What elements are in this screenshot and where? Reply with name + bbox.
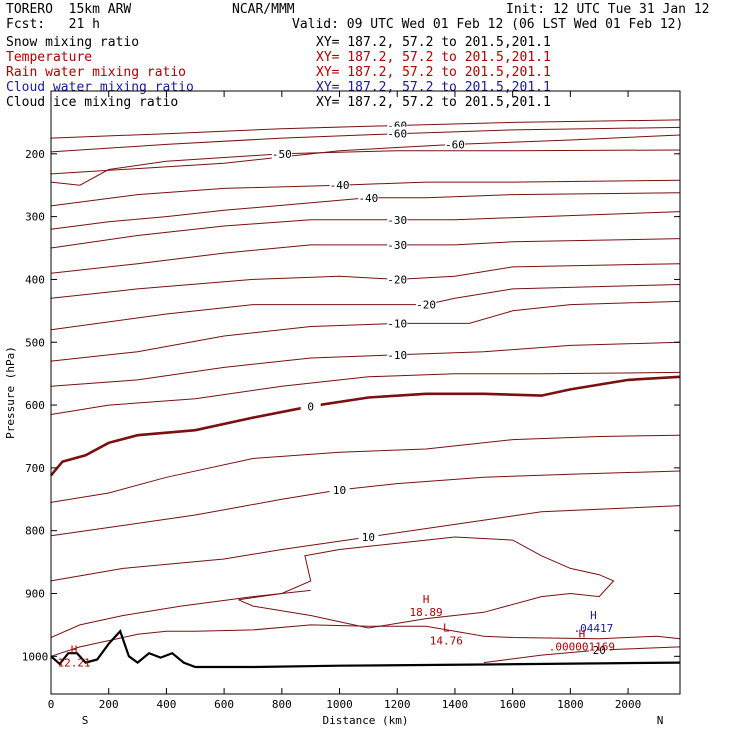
isotherm-label-bg: [387, 316, 408, 329]
x-tick-label: 400: [156, 698, 176, 711]
isotherm-label: -20: [387, 273, 407, 286]
x-tick-label: 1600: [499, 698, 526, 711]
isotherm-label: -30: [387, 214, 407, 227]
isotherm-label-bg: [271, 146, 292, 159]
x-tick-label: 1800: [557, 698, 584, 711]
isotherm-line: [50, 284, 681, 331]
valid-time: Valid: 09 UTC Wed 01 Feb 12 (06 LST Wed …: [292, 17, 684, 32]
isotherm-line: [50, 211, 681, 249]
isotherm-label-bg: [329, 178, 350, 191]
extremum-value: 18.89: [410, 606, 443, 619]
y-tick-label: 400: [25, 273, 45, 286]
isotherm-label-bg: [387, 237, 408, 250]
extremum-type: H: [71, 643, 78, 656]
isotherm-label: -10: [387, 317, 407, 330]
extremum-type: H: [590, 609, 597, 622]
isotherm-label-bg: [358, 190, 379, 203]
forecast-hour: Fcst: 21 h: [6, 17, 100, 32]
isotherm-label-bg: [416, 297, 437, 310]
field-name-rain: Rain water mixing ratio: [6, 65, 187, 80]
x-tick-label: 200: [99, 698, 119, 711]
x-tick-label: 1000: [326, 698, 353, 711]
field-name-temperature: Temperature: [6, 50, 93, 65]
isotherm-line: [483, 646, 681, 664]
field-xy-cloudice: XY= 187.2, 57.2 to 201.5,201.1: [316, 95, 551, 110]
isotherm-line: [50, 589, 311, 638]
plot-frame: [50, 90, 681, 695]
isotherm-line: [50, 470, 681, 537]
init-time: Init: 12 UTC Tue 31 Jan 12: [506, 2, 710, 17]
isotherm-label-bg: [329, 482, 350, 495]
isotherm-label: -20: [416, 299, 436, 312]
extremum-value: 14.76: [430, 634, 463, 647]
extremum-type: H: [423, 593, 430, 606]
isotherm-label-bg: [387, 272, 408, 285]
north-label: N: [657, 714, 664, 727]
extremum-value: .04417: [574, 622, 614, 635]
field-name-snow: Snow mixing ratio: [6, 35, 140, 50]
y-tick-label: 900: [25, 588, 45, 601]
y-tick-label: 800: [25, 525, 45, 538]
isotherm-line: [50, 371, 681, 415]
extremum-type: L: [443, 621, 450, 634]
isotherm-label-bg: [300, 399, 321, 412]
isotherm-label-bg: [387, 212, 408, 225]
x-tick-label: 1200: [384, 698, 411, 711]
south-label: S: [82, 714, 89, 727]
isotherm-label: -10: [387, 349, 407, 362]
x-axis-label: Distance (km): [322, 714, 408, 727]
model-title: TORERO 15km ARW: [6, 2, 132, 17]
x-tick-label: 600: [214, 698, 234, 711]
isotherm-line: [50, 192, 681, 230]
y-tick-label: 200: [25, 148, 45, 161]
isotherm-label-bg: [387, 347, 408, 360]
isotherm-line: [50, 119, 681, 139]
isotherm-label: 10: [333, 484, 346, 497]
y-tick-label: 1000: [22, 650, 49, 663]
mixing-ratio-contour: [238, 536, 615, 629]
field-xy-rain: XY= 187.2, 57.2 to 201.5,201.1: [316, 65, 551, 80]
isotherm-label: -50: [272, 148, 292, 161]
isotherm-line: [50, 238, 681, 274]
isotherm-label-bg: [589, 643, 610, 656]
x-tick-label: 0: [48, 698, 55, 711]
center-title: NCAR/MMM: [232, 2, 295, 17]
isotherm-label: 20: [593, 644, 606, 657]
y-tick-label: 500: [25, 336, 45, 349]
isotherm-label-bg: [358, 529, 379, 542]
isotherm-line: [50, 300, 681, 362]
isotherm-line: [50, 434, 681, 503]
isotherm-line: [50, 134, 681, 175]
extremum-value: 12.21: [58, 656, 91, 669]
isotherm-line: [50, 341, 681, 387]
isotherm-line: [50, 505, 681, 582]
isotherm-label: 10: [362, 531, 375, 544]
isotherm-label: -40: [330, 179, 350, 192]
y-tick-label: 600: [25, 399, 45, 412]
x-tick-label: 1400: [442, 698, 469, 711]
isotherm-label: -40: [358, 192, 378, 205]
field-xy-temperature: XY= 187.2, 57.2 to 201.5,201.1: [316, 50, 551, 65]
isotherm-line: [50, 263, 681, 299]
x-tick-label: 800: [272, 698, 292, 711]
isotherm-label: 0: [307, 400, 314, 413]
isotherm-line: [50, 126, 681, 153]
y-tick-label: 300: [25, 211, 45, 224]
extremum-type: H: [579, 628, 586, 641]
field-xy-snow: XY= 187.2, 57.2 to 201.5,201.1: [316, 35, 551, 50]
field-name-cloudice: Cloud ice mixing ratio: [6, 95, 179, 110]
isotherm-label: -60: [445, 138, 465, 151]
isotherm-label-bg: [387, 126, 408, 139]
terrain-line: [50, 629, 681, 669]
isotherm-label: -60: [387, 128, 407, 141]
isotherm-label: -30: [387, 239, 407, 252]
isotherm-line: [50, 375, 681, 477]
y-axis-label: Pressure (hPa): [4, 346, 17, 439]
x-tick-label: 2000: [615, 698, 642, 711]
extremum-value: .000001169: [549, 641, 615, 654]
y-tick-label: 700: [25, 462, 45, 475]
isotherm-line: [50, 149, 681, 186]
isotherm-label-bg: [444, 137, 465, 150]
